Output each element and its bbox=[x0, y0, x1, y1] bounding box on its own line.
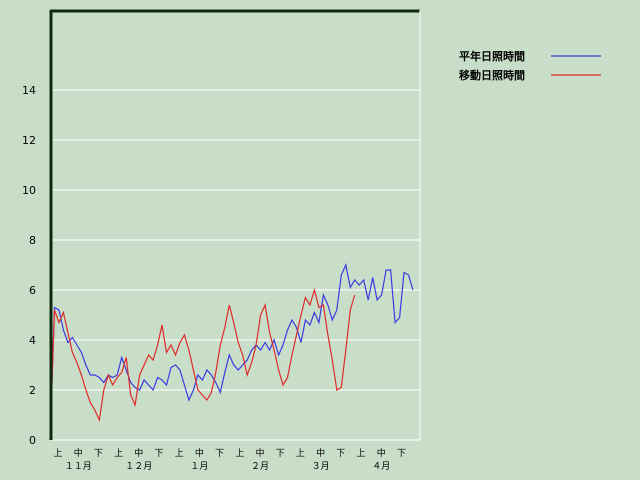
y-tick-label: 2 bbox=[29, 384, 36, 397]
y-axis-ticks: 0 2 4 6 8 10 12 14 bbox=[22, 84, 36, 447]
x-tick-label: 中 bbox=[316, 447, 325, 459]
legend-label: 平年日照時間 bbox=[459, 49, 525, 63]
x-tick-label: 下 bbox=[397, 449, 406, 459]
x-tick-label: 中 bbox=[134, 447, 143, 459]
y-tick-label: 4 bbox=[29, 334, 36, 347]
month-label: ２月 bbox=[251, 461, 269, 472]
x-tick-label: 上 bbox=[175, 448, 184, 459]
month-label: １月 bbox=[190, 461, 208, 472]
x-tick-label: 上 bbox=[296, 448, 305, 459]
month-label: １２月 bbox=[125, 461, 152, 472]
x-tick-label: 中 bbox=[377, 447, 386, 459]
x-tick-label: 下 bbox=[94, 449, 103, 459]
x-tick-label: 中 bbox=[195, 447, 204, 459]
y-tick-label: 0 bbox=[29, 434, 36, 447]
x-tick-label: 下 bbox=[336, 449, 345, 459]
y-tick-label: 6 bbox=[29, 284, 36, 297]
month-label: １１月 bbox=[65, 461, 92, 472]
x-tick-label: 中 bbox=[74, 447, 83, 459]
x-tick-label: 上 bbox=[235, 448, 244, 459]
x-tick-label: 下 bbox=[215, 449, 224, 459]
x-axis-ticks: 上中下上中下上中下上中下上中下上中下１１月 １２月 １月 ２月 ３月 ４月 bbox=[53, 447, 405, 472]
y-tick-label: 12 bbox=[22, 134, 36, 147]
y-tick-label: 8 bbox=[29, 234, 36, 247]
x-tick-label: 上 bbox=[356, 448, 365, 459]
x-tick-label: 下 bbox=[154, 449, 163, 459]
month-label: ３月 bbox=[312, 461, 330, 472]
grid-lines bbox=[50, 89, 420, 391]
y-tick-label: 14 bbox=[22, 84, 36, 97]
x-tick-label: 下 bbox=[276, 449, 285, 459]
legend-label: 移動日照時間 bbox=[459, 68, 525, 82]
month-label: ４月 bbox=[372, 461, 390, 472]
plot-area bbox=[50, 10, 420, 440]
x-tick-label: 上 bbox=[53, 448, 62, 459]
x-tick-label: 上 bbox=[114, 448, 123, 459]
y-tick-label: 10 bbox=[22, 184, 36, 197]
x-tick-label: 中 bbox=[255, 447, 264, 459]
series-group bbox=[49, 263, 414, 441]
series-line bbox=[49, 287, 356, 441]
series-line bbox=[49, 263, 414, 441]
